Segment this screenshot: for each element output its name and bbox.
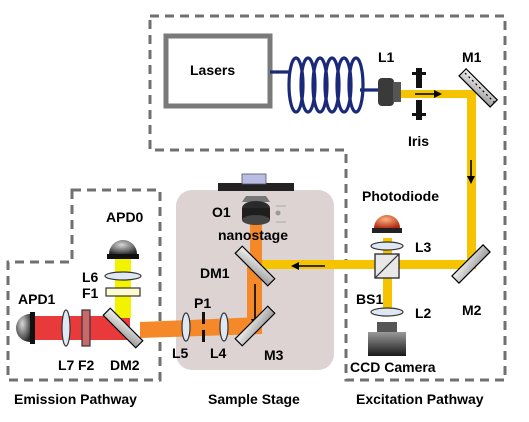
- l5-lens: [181, 312, 191, 342]
- f2-label: F2: [78, 357, 95, 373]
- o1-label: O1: [212, 204, 231, 220]
- ccd-camera-icon: [368, 322, 406, 356]
- bs1-label: BS1: [356, 291, 383, 307]
- o1-objective: [242, 196, 286, 225]
- m3-label: M3: [264, 347, 284, 363]
- dm1-dichroic: [234, 245, 276, 287]
- excitation-section-border: [148, 14, 507, 382]
- emission-pathway-title: Emission Pathway: [14, 391, 137, 407]
- m2-mirror: [451, 244, 491, 284]
- l6-lens: [104, 271, 142, 281]
- dm1-label: DM1: [200, 265, 230, 281]
- m1-mirror: [458, 67, 499, 108]
- iris-icon: [412, 68, 426, 120]
- m2-label: M2: [462, 302, 482, 318]
- l5-label: L5: [172, 345, 189, 361]
- p1-label: P1: [194, 295, 211, 311]
- m3-mirror: [234, 305, 276, 347]
- l7-lens: [61, 309, 71, 347]
- m1-label: M1: [462, 49, 482, 65]
- f1-filter: [105, 287, 141, 297]
- f1-label: F1: [82, 285, 99, 301]
- l2-label: L2: [415, 305, 432, 321]
- l4-lens: [219, 312, 229, 342]
- l3-label: L3: [415, 239, 432, 255]
- l2-lens: [370, 307, 404, 317]
- excitation-pathway-title: Excitation Pathway: [356, 391, 484, 407]
- nanostage-label: nanostage: [218, 227, 288, 243]
- photodiode-label: Photodiode: [362, 188, 439, 204]
- apd1-label: APD1: [18, 291, 56, 307]
- emission-beam: [30, 262, 262, 340]
- apd1-detector-icon: [16, 312, 35, 344]
- l4-label: L4: [210, 345, 227, 361]
- dm2-dichroic: [102, 307, 144, 349]
- apd0-detector-icon: [107, 240, 139, 259]
- nanostage-plate: [218, 173, 294, 191]
- f2-filter: [81, 309, 91, 347]
- l1-collimator: [378, 78, 401, 106]
- apd0-label: APD0: [106, 209, 144, 225]
- l3-lens: [370, 241, 404, 251]
- dm2-label: DM2: [110, 357, 140, 373]
- ccd-camera-label: CCD Camera: [350, 359, 436, 375]
- bs1-beamsplitter: [374, 253, 400, 279]
- p1-pinhole: [202, 312, 205, 342]
- l7-label: L7: [58, 357, 75, 373]
- photodiode-icon: [372, 215, 402, 233]
- lasers-box: [163, 33, 273, 109]
- iris-label: Iris: [408, 133, 429, 149]
- l1-label: L1: [378, 49, 395, 65]
- optical-fiber-coil: [270, 56, 378, 114]
- lasers-label: Lasers: [190, 62, 235, 78]
- l6-label: L6: [82, 269, 99, 285]
- sample-stage-title: Sample Stage: [208, 391, 300, 407]
